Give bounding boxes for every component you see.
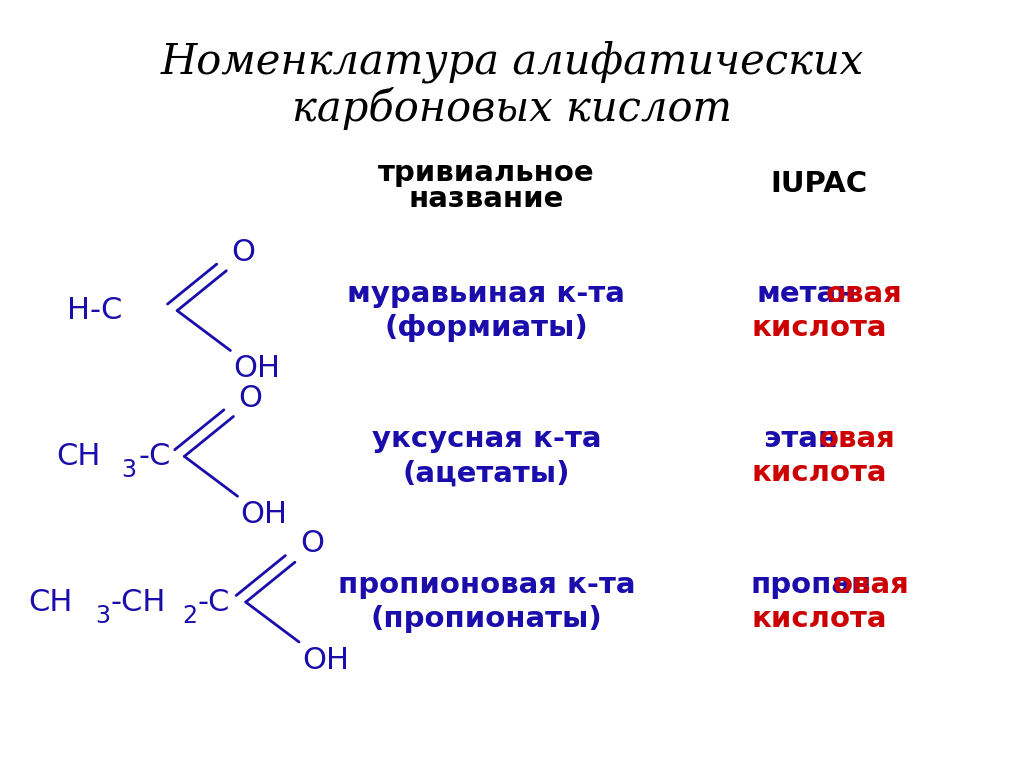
- Text: 3: 3: [95, 604, 111, 628]
- Text: CH: CH: [29, 588, 73, 617]
- Text: O: O: [239, 384, 262, 413]
- Text: -C: -C: [138, 442, 171, 471]
- Text: этан: этан: [764, 426, 838, 453]
- Text: муравьиная к-та: муравьиная к-та: [347, 280, 626, 308]
- Text: 3: 3: [121, 458, 136, 482]
- Text: (формиаты): (формиаты): [385, 314, 588, 341]
- Text: пропан: пропан: [750, 571, 871, 599]
- Text: IUPAC: IUPAC: [771, 170, 867, 198]
- Text: название: название: [409, 186, 564, 213]
- Text: кислота: кислота: [752, 605, 887, 633]
- Text: H-C: H-C: [67, 296, 122, 325]
- Text: пропионовая к-та: пропионовая к-та: [338, 571, 635, 599]
- Text: -CH: -CH: [111, 588, 166, 617]
- Text: OH: OH: [241, 500, 288, 529]
- Text: овая: овая: [819, 426, 896, 453]
- Text: OH: OH: [302, 646, 349, 675]
- Text: метан: метан: [757, 280, 857, 308]
- Text: (пропионаты): (пропионаты): [371, 605, 602, 633]
- Text: кислота: кислота: [752, 314, 887, 341]
- Text: кислота: кислота: [752, 459, 887, 487]
- Text: (ацетаты): (ацетаты): [402, 459, 570, 487]
- Text: Номенклатура алифатических: Номенклатура алифатических: [161, 40, 863, 83]
- Text: -C: -C: [198, 588, 230, 617]
- Text: овая: овая: [826, 280, 903, 308]
- Text: O: O: [300, 529, 324, 558]
- Text: тривиальное: тривиальное: [378, 159, 595, 186]
- Text: карбоновых кислот: карбоновых кислот: [292, 87, 732, 130]
- Text: CH: CH: [56, 442, 100, 471]
- Text: O: O: [231, 238, 255, 267]
- Text: уксусная к-та: уксусная к-та: [372, 426, 601, 453]
- Text: OH: OH: [233, 354, 281, 384]
- Text: овая: овая: [834, 571, 909, 599]
- Text: 2: 2: [182, 604, 198, 628]
